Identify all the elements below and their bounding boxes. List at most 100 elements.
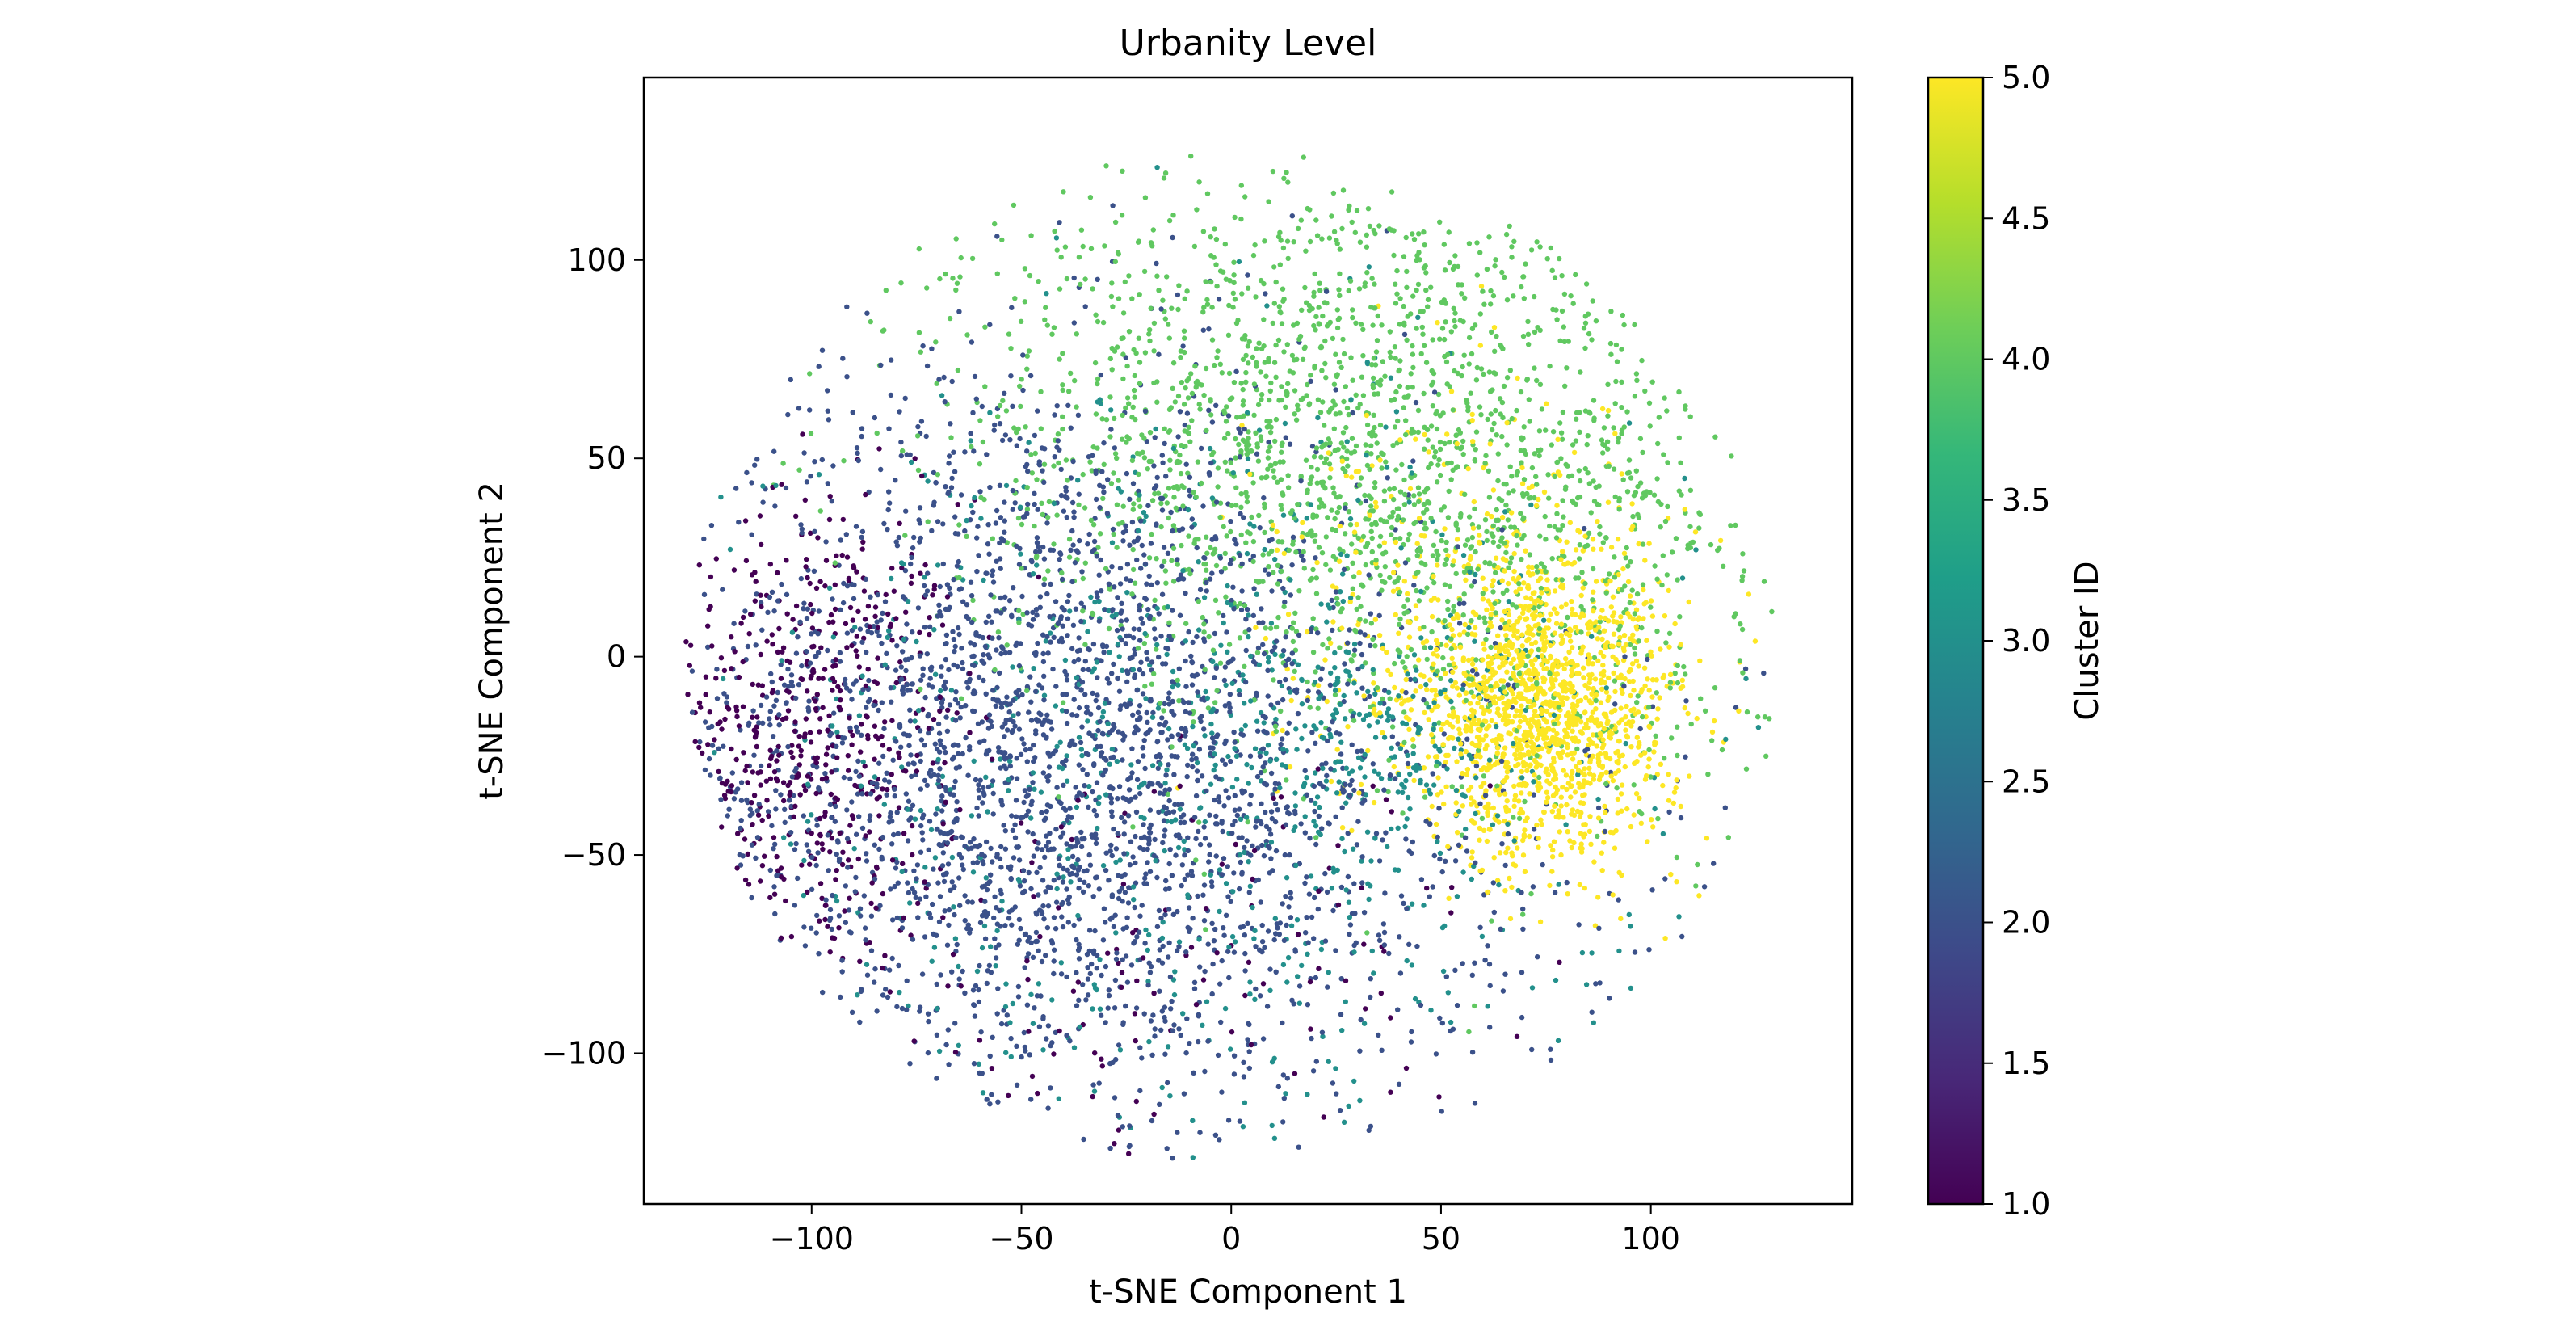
scatter-point — [917, 505, 923, 511]
scatter-point — [1053, 926, 1059, 932]
scatter-point — [1027, 746, 1033, 752]
scatter-point — [1574, 746, 1580, 752]
scatter-point — [1456, 726, 1462, 732]
scatter-point — [1350, 586, 1356, 591]
scatter-point — [1015, 983, 1022, 990]
scatter-point — [1628, 823, 1634, 830]
scatter-point — [1630, 513, 1636, 520]
scatter-point — [1557, 829, 1563, 835]
scatter-point — [1431, 579, 1437, 586]
scatter-point — [1636, 541, 1641, 547]
scatter-point — [942, 399, 948, 405]
scatter-point — [1481, 680, 1486, 686]
scatter-point — [1028, 233, 1034, 238]
scatter-point — [943, 799, 949, 805]
scatter-point — [1014, 429, 1019, 436]
scatter-point — [849, 799, 855, 805]
scatter-point — [897, 659, 903, 665]
scatter-point — [1601, 425, 1607, 431]
scatter-point — [1338, 884, 1345, 890]
scatter-point — [1149, 243, 1155, 249]
scatter-point — [1479, 933, 1486, 940]
scatter-point — [888, 685, 893, 691]
scatter-point — [1288, 592, 1294, 598]
scatter-point — [1440, 742, 1446, 747]
scatter-point — [1693, 547, 1699, 553]
scatter-point — [805, 606, 810, 612]
scatter-point — [806, 698, 812, 704]
scatter-point — [1131, 501, 1137, 507]
scatter-point — [1347, 922, 1354, 928]
scatter-point — [1240, 402, 1246, 408]
scatter-point — [1314, 466, 1321, 473]
scatter-point — [992, 936, 998, 941]
scatter-point — [862, 925, 868, 931]
scatter-point — [1485, 943, 1490, 949]
scatter-point — [729, 770, 735, 776]
scatter-point — [1012, 296, 1018, 301]
scatter-point — [1044, 712, 1050, 718]
scatter-point — [1299, 676, 1305, 683]
scatter-point — [1286, 720, 1292, 726]
scatter-point — [1717, 537, 1724, 544]
scatter-point — [1315, 683, 1322, 688]
scatter-point — [1186, 905, 1192, 911]
scatter-point — [1314, 480, 1321, 486]
scatter-point — [1615, 659, 1621, 666]
scatter-point — [1182, 852, 1187, 858]
scatter-point — [1544, 577, 1550, 583]
scatter-point — [1248, 448, 1254, 454]
scatter-point — [1259, 606, 1264, 612]
scatter-point — [1285, 485, 1292, 490]
scatter-point — [1231, 272, 1237, 278]
scatter-point — [1652, 806, 1658, 812]
scatter-point — [1502, 764, 1509, 770]
scatter-point — [1605, 499, 1612, 505]
scatter-point — [808, 530, 813, 536]
scatter-point — [1452, 323, 1458, 330]
scatter-point — [1225, 795, 1232, 801]
scatter-point — [1328, 778, 1334, 785]
scatter-point — [1591, 589, 1596, 595]
scatter-point — [1346, 1103, 1351, 1109]
scatter-point — [1429, 803, 1435, 810]
scatter-point — [863, 937, 868, 943]
scatter-point — [1321, 442, 1326, 448]
scatter-point — [1112, 219, 1119, 225]
scatter-point — [1041, 916, 1047, 922]
scatter-point — [825, 832, 830, 838]
scatter-point — [1137, 503, 1143, 510]
scatter-point — [972, 495, 977, 501]
scatter-point — [1501, 383, 1507, 389]
scatter-point — [1634, 700, 1640, 705]
scatter-point — [1597, 531, 1603, 537]
scatter-point — [1221, 524, 1226, 530]
scatter-point — [1296, 983, 1303, 989]
scatter-point — [1526, 397, 1532, 402]
scatter-point — [1666, 809, 1672, 815]
scatter-point — [1067, 741, 1074, 747]
scatter-point — [1170, 545, 1177, 551]
scatter-point — [1341, 1119, 1347, 1126]
scatter-point — [1626, 469, 1633, 476]
scatter-point — [1041, 576, 1048, 582]
scatter-point — [1197, 1130, 1203, 1135]
scatter-point — [1241, 1074, 1247, 1080]
scatter-point — [1107, 650, 1112, 655]
scatter-point — [826, 516, 833, 523]
scatter-point — [1179, 882, 1184, 889]
scatter-point — [1338, 751, 1344, 757]
scatter-point — [916, 246, 922, 252]
scatter-point — [1170, 579, 1177, 584]
scatter-point — [1137, 790, 1143, 797]
scatter-point — [1108, 407, 1114, 413]
scatter-point — [685, 692, 691, 697]
scatter-point — [1561, 562, 1567, 567]
scatter-point — [1422, 520, 1427, 526]
scatter-point — [983, 691, 989, 697]
scatter-point — [990, 568, 996, 574]
scatter-point — [1383, 797, 1389, 802]
scatter-point — [1615, 796, 1621, 802]
scatter-point — [1257, 819, 1263, 824]
scatter-point — [1338, 739, 1344, 745]
